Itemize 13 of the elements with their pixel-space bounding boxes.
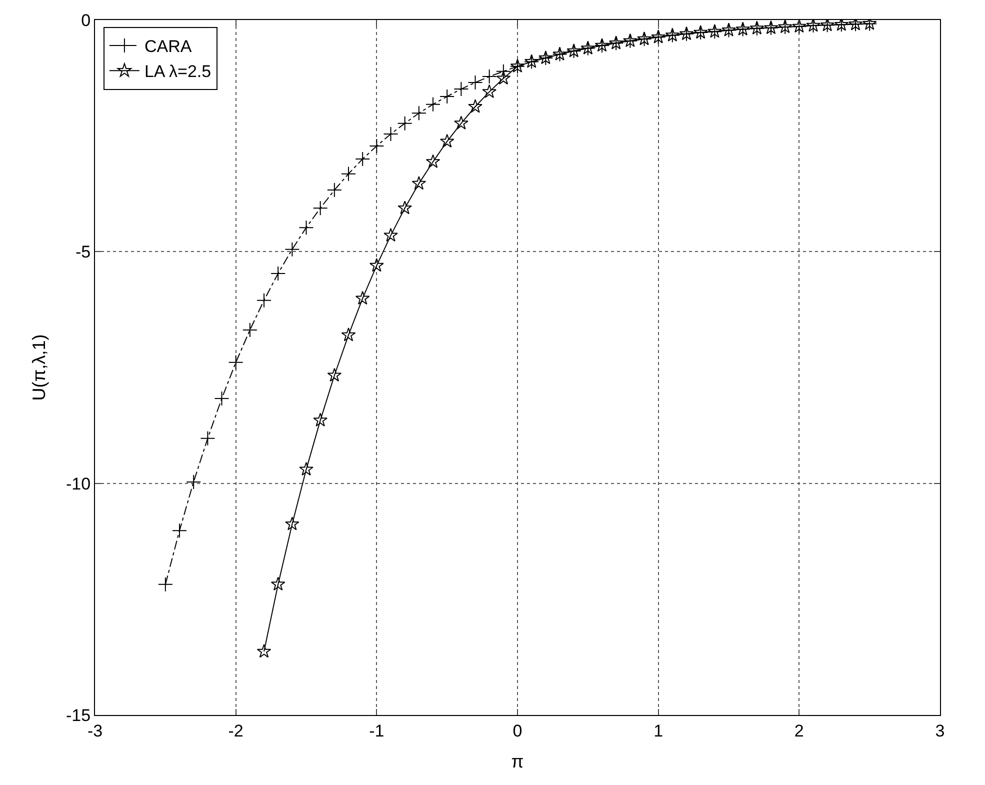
- legend-label: CARA: [144, 37, 192, 56]
- x-tick-label: 1: [654, 721, 664, 740]
- y-tick-label: -10: [66, 474, 91, 494]
- y-tick-label: -5: [75, 242, 91, 262]
- y-axis-title: U(π,λ,1): [29, 334, 50, 401]
- x-tick-label: 0: [512, 721, 522, 740]
- x-axis-title: π: [511, 752, 524, 772]
- x-tick-label: -1: [369, 721, 384, 740]
- x-tick-label: 2: [794, 721, 804, 740]
- x-tick-label: 3: [935, 721, 945, 740]
- y-tick-label: 0: [81, 10, 91, 30]
- legend-label: LA λ=2.5: [144, 62, 212, 82]
- x-tick-label: -2: [228, 721, 244, 740]
